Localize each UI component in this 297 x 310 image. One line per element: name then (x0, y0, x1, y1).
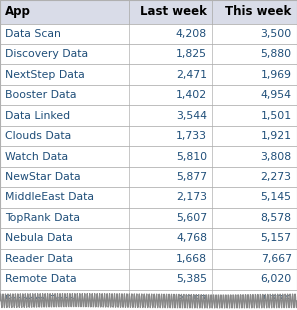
Text: 3,544: 3,544 (176, 111, 207, 121)
Text: Watch Data: Watch Data (5, 152, 69, 162)
Bar (0, 64, 297, 85)
Text: 5,877: 5,877 (176, 172, 207, 182)
Text: 5,145: 5,145 (261, 193, 292, 202)
Text: 1,825: 1,825 (176, 49, 207, 59)
Text: 1,733: 1,733 (176, 131, 207, 141)
Text: Remote Data: Remote Data (5, 274, 77, 284)
Text: 7,667: 7,667 (261, 254, 292, 264)
Bar (0, 44, 297, 64)
Bar (0, 249, 297, 269)
Text: Reader Data: Reader Data (5, 254, 73, 264)
Text: 4,768: 4,768 (176, 233, 207, 243)
Text: Discovery Data: Discovery Data (5, 49, 89, 59)
Text: 5,810: 5,810 (176, 152, 207, 162)
Text: 4,208: 4,208 (176, 29, 207, 39)
Bar (0, 299, 297, 310)
Text: MiddleEast Data: MiddleEast Data (5, 193, 94, 202)
Text: 5,157: 5,157 (261, 233, 292, 243)
Text: 1,776: 1,776 (261, 295, 292, 305)
Text: 6,020: 6,020 (260, 274, 292, 284)
Bar (0, 24, 297, 44)
Text: 5,607: 5,607 (176, 213, 207, 223)
Bar (0, 85, 297, 105)
Text: App: App (5, 5, 31, 18)
Bar (0, 208, 297, 228)
Text: 2,173: 2,173 (176, 193, 207, 202)
Text: 2,471: 2,471 (176, 70, 207, 80)
Text: 8,578: 8,578 (261, 213, 292, 223)
Text: NextStep Data: NextStep Data (5, 70, 85, 80)
Text: 3,257: 3,257 (176, 295, 207, 305)
Text: Data Linked: Data Linked (5, 111, 70, 121)
Bar (0, 290, 297, 310)
Text: 5,880: 5,880 (260, 49, 292, 59)
Text: 1,969: 1,969 (261, 70, 292, 80)
Text: Fathom Data: Fathom Data (5, 295, 75, 305)
Text: This week: This week (225, 5, 292, 18)
Bar (0, 126, 297, 146)
Bar (0, 146, 297, 167)
Bar (0, 105, 297, 126)
Text: 3,808: 3,808 (260, 152, 292, 162)
Bar (0, 187, 297, 208)
Text: Data Scan: Data Scan (5, 29, 61, 39)
Text: 5,385: 5,385 (176, 274, 207, 284)
Text: 1,921: 1,921 (261, 131, 292, 141)
Text: 1,501: 1,501 (260, 111, 292, 121)
Text: 4,954: 4,954 (261, 90, 292, 100)
Text: NewStar Data: NewStar Data (5, 172, 81, 182)
Text: Nebula Data: Nebula Data (5, 233, 73, 243)
Bar (0, 269, 297, 290)
Text: 1,668: 1,668 (176, 254, 207, 264)
Bar (0, 0, 297, 24)
Text: TopRank Data: TopRank Data (5, 213, 80, 223)
Bar (0, 167, 297, 187)
Text: 2,273: 2,273 (261, 172, 292, 182)
Text: 1,402: 1,402 (176, 90, 207, 100)
Text: Last week: Last week (140, 5, 207, 18)
Text: Booster Data: Booster Data (5, 90, 77, 100)
Bar (0, 228, 297, 249)
Text: Clouds Data: Clouds Data (5, 131, 72, 141)
Text: 3,500: 3,500 (260, 29, 292, 39)
